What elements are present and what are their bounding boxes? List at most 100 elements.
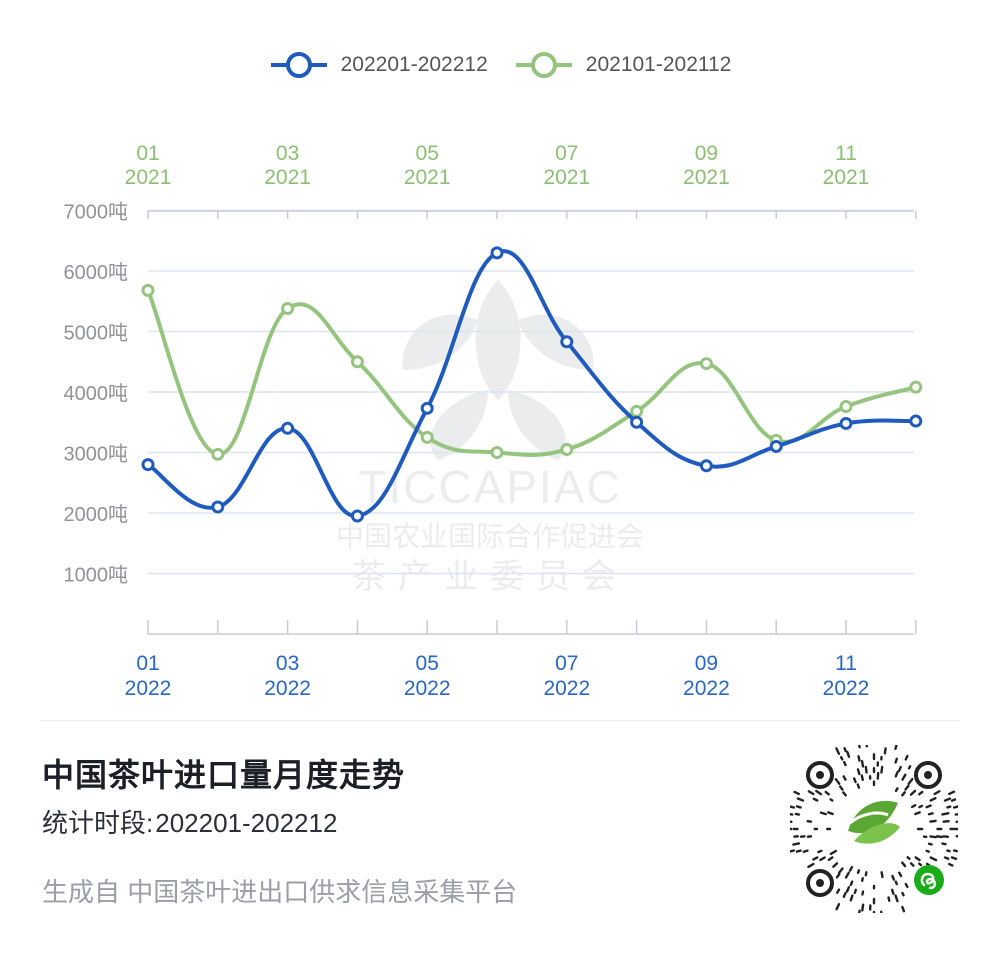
qr-dot (853, 888, 857, 895)
qr-dot (807, 790, 815, 796)
qr-dot (950, 856, 958, 861)
qr-dot (914, 856, 921, 862)
data-point-2021 (350, 355, 364, 369)
qr-center-leaf-icon (840, 791, 908, 859)
qr-dot (904, 882, 909, 889)
x-top-tick-year: 2021 (683, 166, 730, 189)
qr-dot (790, 849, 796, 853)
x-top-tick-year: 2021 (823, 166, 870, 189)
qr-dot (812, 797, 819, 802)
qr-dot (861, 890, 865, 896)
mini-program-qr-icon[interactable] (790, 745, 958, 913)
qr-dot (909, 862, 915, 867)
qr-dot (819, 856, 826, 862)
data-point-2022 (699, 459, 713, 473)
qr-dot (925, 849, 930, 853)
data-point-2021 (490, 446, 504, 459)
series (141, 246, 923, 523)
qr-dot (941, 812, 950, 816)
x-top-tick-month: 07 (555, 142, 578, 165)
qr-dot (948, 790, 956, 796)
data-point-2021 (211, 447, 225, 461)
qr-dot (794, 812, 801, 816)
x-bottom-tick-month: 11 (835, 652, 857, 675)
qr-dot (844, 871, 850, 879)
qr-dot (935, 835, 944, 839)
legend-item-2022[interactable]: 202201-202212 (269, 50, 488, 80)
qr-dot (856, 869, 861, 875)
qr-dot (857, 755, 861, 762)
qr-dot (790, 812, 794, 816)
watermark: TICCAPIAC 中国农业国际合作促进会 茶产业委员会 (336, 280, 644, 597)
qr-dot (918, 862, 923, 867)
x-bottom-tick-month: 09 (695, 652, 718, 675)
period-value: 202201-202212 (155, 808, 338, 838)
qr-dot (824, 790, 830, 796)
qr-dot (829, 798, 834, 802)
qr-dot (906, 856, 911, 860)
y-tick-label: 5000吨 (64, 322, 129, 345)
legend-line-circle-icon (515, 52, 572, 78)
qr-dot (898, 871, 903, 878)
qr-dot (901, 791, 906, 797)
qr-dot (836, 888, 841, 894)
data-point-2022 (141, 458, 155, 472)
x-top-tick-year: 2021 (404, 166, 451, 189)
qr-dot (840, 756, 844, 761)
qr-dot (910, 803, 917, 809)
period-line: 统计时段:202201-202212 (42, 803, 337, 840)
x-top-tick-month: 05 (416, 142, 439, 165)
qr-dot (891, 888, 895, 895)
qr-dot (807, 862, 815, 869)
qr-dot (835, 903, 841, 911)
x-bottom-tick-year: 2022 (683, 677, 730, 700)
qr-dot (827, 811, 834, 816)
data-point-2022 (630, 415, 644, 429)
qr-dot (864, 871, 868, 877)
legend: 202201-202212 202101-202112 (0, 50, 1000, 80)
mini-program-badge-icon (914, 865, 944, 895)
qr-dot (952, 805, 958, 809)
qr-dot (835, 873, 841, 879)
x-top-tick-year: 2021 (125, 166, 172, 189)
qr-dot (894, 880, 898, 886)
qr-dot (849, 894, 854, 902)
x-top-tick-month: 11 (835, 142, 857, 165)
qr-dot (901, 861, 907, 868)
qr-dot (904, 784, 910, 791)
x-bottom-tick-year: 2022 (823, 677, 870, 700)
qr-dot (837, 867, 844, 875)
data-point-2021 (281, 302, 295, 316)
data-point-2022 (211, 500, 225, 514)
data-point-2022 (769, 439, 783, 453)
qr-dot (812, 856, 819, 861)
data-point-2022 (490, 246, 504, 260)
qr-dot (838, 785, 844, 791)
legend-item-2021[interactable]: 202101-202112 (514, 50, 731, 80)
watermark-line2: 茶产业委员会 (352, 557, 628, 597)
qr-dot (842, 791, 847, 797)
x-bottom-tick-year: 2022 (543, 677, 590, 700)
qr-dot (894, 757, 899, 764)
qr-dot (856, 768, 861, 776)
qr-dot (848, 865, 854, 872)
data-point-2022 (420, 401, 434, 415)
qr-dot (907, 765, 912, 770)
qr-dot (894, 894, 899, 903)
x-bottom-tick-month: 01 (136, 652, 159, 675)
x-top-tick-month: 03 (276, 142, 299, 165)
qr-dot (927, 812, 934, 816)
y-tick-label: 1000吨 (64, 564, 129, 587)
qr-dot (941, 842, 947, 846)
chart-title: 中国茶叶进口量月度走势 (42, 757, 406, 793)
qr-dot (943, 797, 952, 802)
qr-dot (795, 849, 802, 853)
qr-dot (864, 765, 868, 774)
qr-dot (901, 773, 907, 781)
x-bottom-tick-month: 05 (416, 652, 439, 675)
qr-dot (843, 747, 847, 753)
qr-dot (829, 849, 838, 856)
qr-dot (918, 790, 924, 796)
qr-dot (897, 765, 902, 772)
qr-dot (894, 787, 899, 793)
